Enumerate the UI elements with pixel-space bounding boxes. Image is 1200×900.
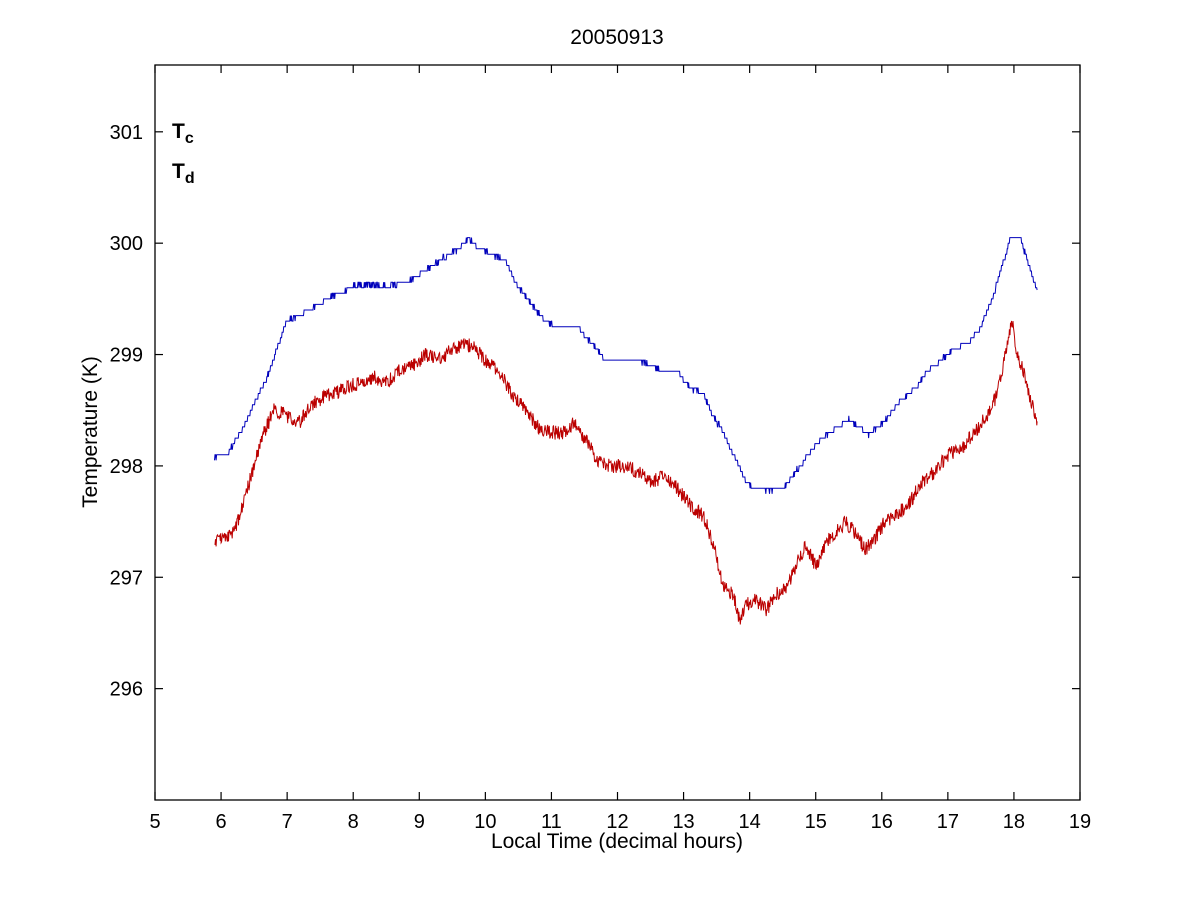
y-tick-label: 297 [110, 567, 143, 589]
legend-tc-sub: c [185, 130, 194, 147]
x-tick-label: 12 [606, 811, 628, 833]
x-tick-label: 7 [282, 811, 293, 833]
y-tick-label: 298 [110, 456, 143, 478]
x-tick-label: 14 [739, 811, 761, 833]
legend-entry-td: Td [172, 160, 195, 187]
x-tick-label: 11 [541, 811, 562, 833]
series-line-td [214, 320, 1038, 625]
legend-entry-tc: Tc [172, 120, 194, 147]
chart-title: 20050913 [570, 26, 663, 49]
legend-tc-base: T [172, 120, 185, 143]
x-tick-label: 17 [937, 811, 959, 833]
x-tick-label: 9 [414, 811, 425, 833]
y-tick-label: 299 [110, 345, 143, 367]
legend-td-sub: d [185, 170, 195, 187]
x-tick-label: 19 [1069, 811, 1091, 833]
plot-area: 5 6 7 8 9 10 11 12 13 14 15 16 17 18 19 296 297 298 299 300… [110, 64, 1091, 833]
series-line-tc [214, 237, 1038, 494]
legend-td-base: T [172, 160, 185, 183]
axes-frame [154, 64, 1081, 801]
y-tick-label: 301 [110, 122, 143, 144]
x-tick-label: 15 [805, 811, 827, 833]
x-tick-label: 16 [871, 811, 893, 833]
x-tick-label: 6 [216, 811, 227, 833]
x-tick-label: 5 [149, 811, 160, 833]
x-tick-label: 13 [672, 811, 694, 833]
y-tick-label: 296 [110, 679, 143, 701]
x-tick-label: 10 [474, 811, 496, 833]
y-tick-label: 300 [110, 233, 143, 255]
x-tick-label: 8 [348, 811, 359, 833]
y-axis-label: Temperature (K) [79, 356, 102, 508]
x-axis-label: Local Time (decimal hours) [491, 830, 743, 853]
x-tick-label: 18 [1003, 811, 1025, 833]
